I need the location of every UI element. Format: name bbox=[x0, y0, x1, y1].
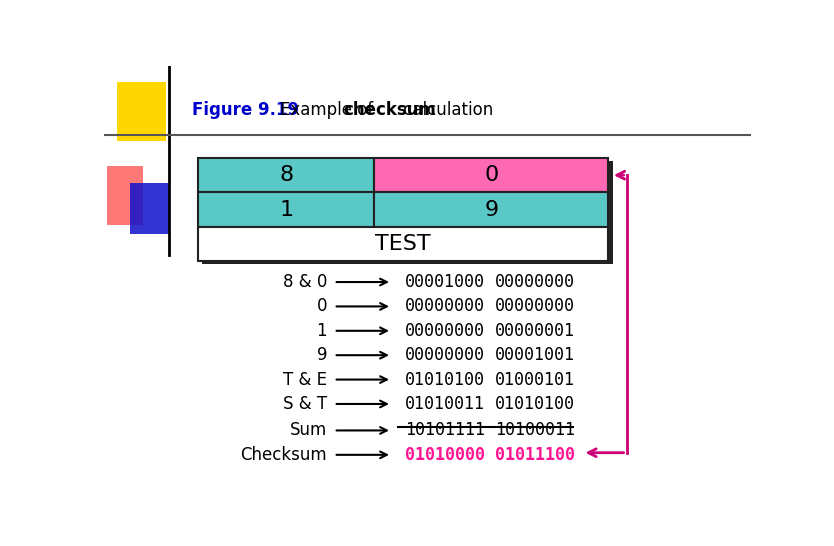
Text: 8: 8 bbox=[279, 165, 294, 185]
Text: 01011100: 01011100 bbox=[495, 446, 575, 464]
Bar bbox=[374, 158, 608, 192]
Text: Checksum: Checksum bbox=[241, 446, 327, 464]
Text: T & E: T & E bbox=[284, 371, 327, 389]
Bar bbox=[374, 192, 608, 227]
Text: 00001001: 00001001 bbox=[495, 346, 575, 364]
Text: 10101111: 10101111 bbox=[404, 422, 485, 440]
Text: 0: 0 bbox=[485, 165, 499, 185]
Bar bbox=[130, 183, 168, 234]
Text: Example of: Example of bbox=[259, 100, 379, 118]
Text: 01010000: 01010000 bbox=[404, 446, 485, 464]
Text: 1: 1 bbox=[279, 200, 294, 219]
Text: 00000000: 00000000 bbox=[495, 298, 575, 316]
Bar bbox=[198, 227, 608, 261]
Bar bbox=[198, 158, 374, 192]
Text: Figure 9.19: Figure 9.19 bbox=[192, 100, 299, 118]
Text: 00000000: 00000000 bbox=[495, 273, 575, 291]
Text: 01010100: 01010100 bbox=[404, 371, 485, 389]
Text: 10100011: 10100011 bbox=[495, 422, 575, 440]
Text: 1: 1 bbox=[317, 322, 327, 340]
Text: 00000000: 00000000 bbox=[404, 298, 485, 316]
Bar bbox=[108, 167, 143, 225]
Text: 9: 9 bbox=[485, 200, 499, 219]
Text: calculation: calculation bbox=[399, 100, 494, 118]
Bar bbox=[203, 161, 613, 264]
Text: S & T: S & T bbox=[283, 395, 327, 413]
Text: Sum: Sum bbox=[290, 422, 327, 440]
Text: 01010100: 01010100 bbox=[495, 395, 575, 413]
Text: checksum: checksum bbox=[344, 100, 436, 118]
Text: 00001000: 00001000 bbox=[404, 273, 485, 291]
Text: 8 & 0: 8 & 0 bbox=[283, 273, 327, 291]
Text: 0: 0 bbox=[317, 298, 327, 316]
Bar bbox=[198, 192, 374, 227]
Text: 00000001: 00000001 bbox=[495, 322, 575, 340]
Text: 9: 9 bbox=[317, 346, 327, 364]
Text: TEST: TEST bbox=[375, 234, 431, 254]
Text: 00000000: 00000000 bbox=[404, 346, 485, 364]
Text: 00000000: 00000000 bbox=[404, 322, 485, 340]
Text: 01010011: 01010011 bbox=[404, 395, 485, 413]
Bar bbox=[117, 82, 166, 141]
Text: 01000101: 01000101 bbox=[495, 371, 575, 389]
